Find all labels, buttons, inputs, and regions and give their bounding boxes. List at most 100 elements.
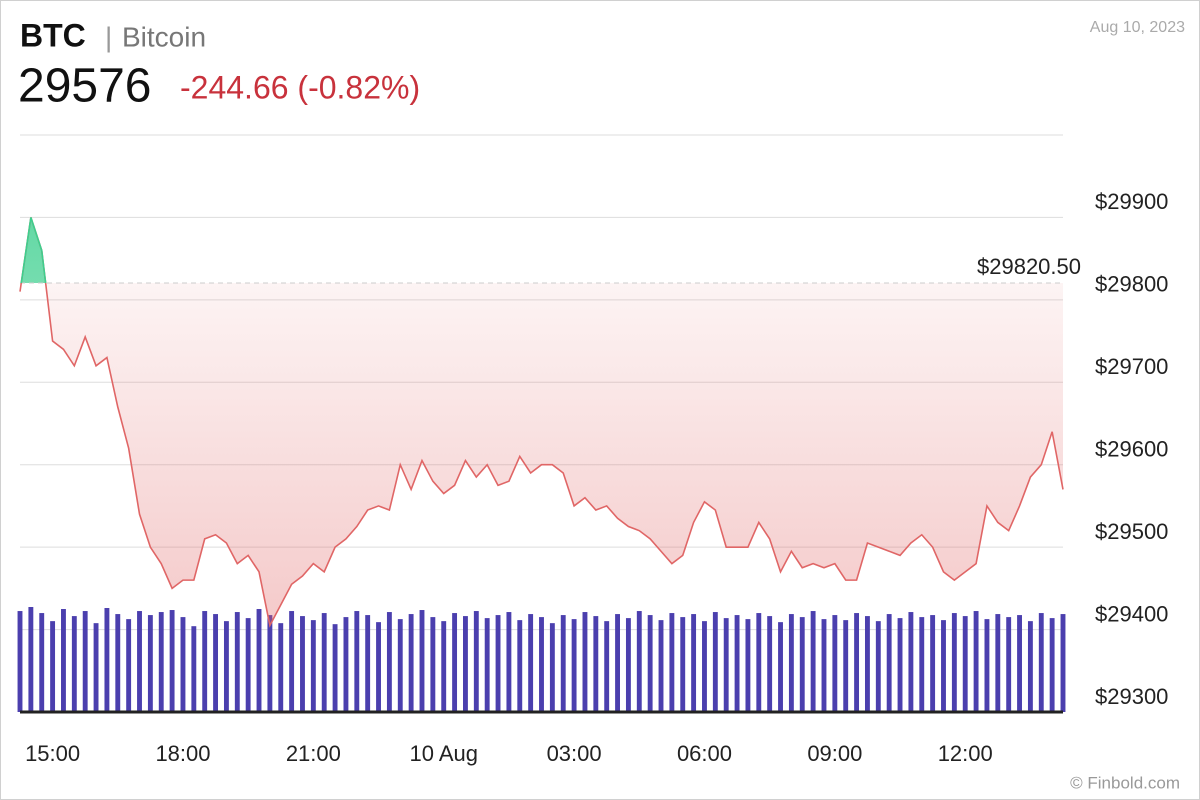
volume-bar (82, 611, 88, 712)
symbol: BTC (20, 17, 86, 53)
y-tick-label: $29900 (1095, 189, 1168, 214)
volume-bar (973, 611, 979, 712)
volume-bar (854, 613, 860, 712)
volume-bar (984, 619, 990, 712)
volume-bar (625, 618, 631, 712)
volume-bar (1060, 614, 1066, 712)
volume-bar (202, 611, 208, 712)
volume-bar (213, 614, 219, 712)
x-tick-label: 15:00 (25, 741, 80, 766)
price-change: -244.66 (-0.82%) (180, 69, 420, 105)
volume-bar (1017, 615, 1022, 712)
volume-bar (28, 607, 34, 712)
x-tick-label: 18:00 (155, 741, 210, 766)
volume-bar (397, 619, 403, 712)
volume-bar (234, 612, 240, 712)
volume-bar (245, 618, 251, 712)
volume-bar (463, 616, 468, 712)
volume-bar (549, 623, 555, 712)
volume-bar (691, 614, 697, 712)
separator: | (105, 21, 112, 52)
y-tick-label: $29800 (1095, 272, 1168, 297)
volume-bar (495, 615, 501, 712)
volume-bar (919, 617, 925, 712)
volume-bar (658, 620, 664, 712)
volume-bar (941, 620, 946, 712)
x-tick-label: 12:00 (938, 741, 993, 766)
volume-bar (39, 613, 45, 712)
volume-bar (843, 620, 849, 712)
volume-bar (539, 617, 544, 712)
volume-bar (104, 608, 110, 712)
volume-bar (61, 609, 66, 712)
volume-bar (712, 612, 718, 712)
volume-bar (756, 613, 762, 712)
volume-bar (995, 614, 1001, 712)
volume-bar (93, 623, 99, 712)
volume-bar (680, 617, 686, 712)
volume-bar (951, 613, 957, 712)
volume-bar (419, 610, 425, 712)
volume-bar (332, 624, 338, 712)
volume-bar (582, 612, 588, 712)
volume-bar (430, 617, 436, 712)
volume-bar (908, 612, 914, 712)
volume-bar (473, 611, 479, 712)
volume-bar (1006, 617, 1012, 712)
volume-bar (289, 611, 295, 712)
area-down (20, 282, 1063, 626)
volume-bar (408, 614, 414, 712)
volume-bar (310, 620, 316, 712)
volume-bar (115, 614, 121, 712)
volume-bar (169, 610, 175, 712)
volume-bar (636, 611, 642, 712)
source: © Finbold.com (1070, 773, 1180, 792)
volume-bar (147, 615, 153, 712)
volume-bar (864, 616, 870, 712)
y-tick-label: $29300 (1095, 684, 1168, 709)
volume-bar (897, 618, 903, 712)
volume-bar (593, 616, 599, 712)
volume-bar (778, 622, 783, 712)
volume-bar (267, 615, 273, 712)
volume-bar (343, 617, 349, 712)
x-tick-label: 21:00 (286, 741, 341, 766)
volume-bar (452, 613, 458, 712)
volume-bar (571, 619, 577, 712)
volume-bar (810, 611, 816, 712)
volume-bar (137, 611, 142, 712)
volume-bar (799, 617, 805, 712)
volume-bar (930, 615, 936, 712)
reference-label: $29820.50 (977, 254, 1081, 279)
y-tick-label: $29600 (1095, 437, 1168, 462)
volume-bar (126, 619, 132, 712)
volume-bar (300, 616, 305, 712)
volume-bar (528, 614, 534, 712)
y-tick-label: $29700 (1095, 354, 1168, 379)
price-line (19, 217, 1064, 628)
volume-bar (615, 614, 620, 712)
volume-bar (560, 615, 566, 712)
volume-bar (723, 618, 729, 712)
volume-bar (376, 622, 381, 712)
volume-bar (604, 621, 610, 712)
volume-bar (223, 621, 229, 712)
price: 29576 (18, 60, 151, 113)
volume-bar (180, 617, 186, 712)
x-tick-label: 06:00 (677, 741, 732, 766)
volume-bar (506, 612, 512, 712)
volume-bar (354, 611, 360, 712)
volume-bar (647, 615, 653, 712)
asset-name: Bitcoin (122, 21, 206, 52)
volume-bar (191, 626, 197, 712)
x-tick-label: 09:00 (807, 741, 862, 766)
x-tick-label: 10 Aug (409, 741, 478, 766)
volume-bar (386, 612, 392, 712)
volume-bar (702, 621, 707, 712)
volume-bar (875, 621, 881, 712)
volume-bar (821, 619, 827, 712)
volume-bar (484, 618, 490, 712)
volume-bar (278, 623, 284, 712)
volume-bar (71, 616, 77, 712)
